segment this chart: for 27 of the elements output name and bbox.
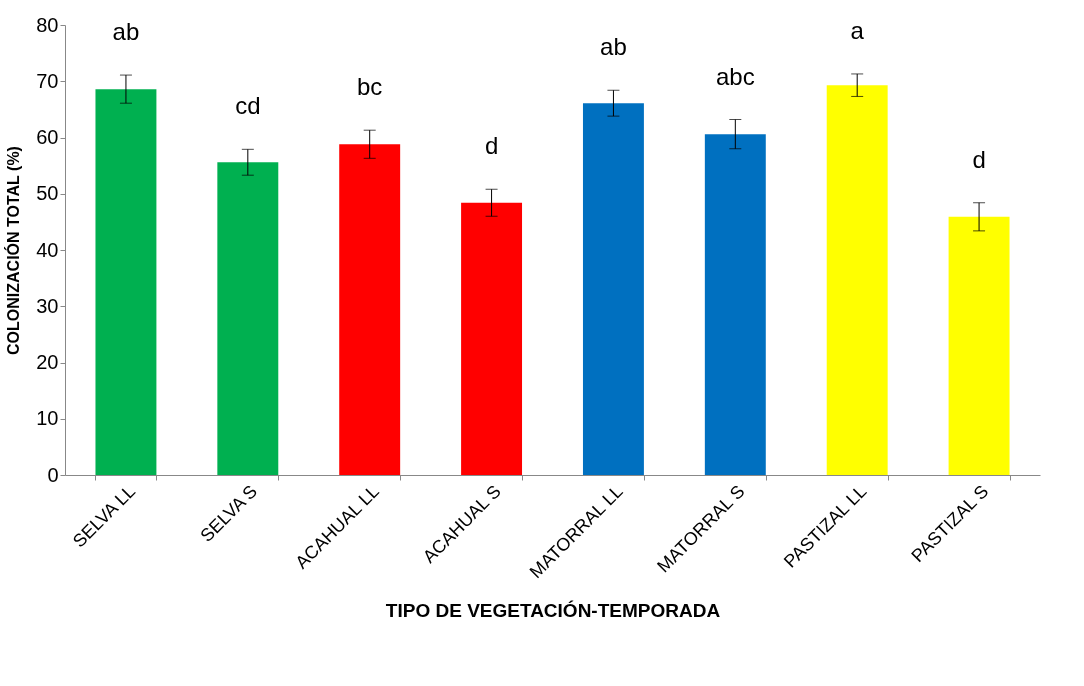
bar [339, 144, 401, 475]
y-tick-label: 10 [36, 407, 59, 430]
y-tick-label: 40 [36, 238, 59, 261]
y-tick-label: 80 [36, 13, 59, 36]
y-tick-label: 0 [47, 463, 59, 486]
annotation: ab [112, 18, 140, 46]
annotation: d [972, 145, 986, 173]
y-tick-label: 30 [36, 294, 59, 317]
y-tick-label: 20 [36, 351, 59, 373]
bar [217, 162, 279, 475]
y-tick-label: 60 [36, 126, 59, 148]
bar [948, 216, 1010, 475]
bar [95, 89, 157, 475]
bar [461, 202, 523, 475]
bar [826, 85, 888, 475]
annotation: abc [715, 62, 755, 90]
bar [582, 103, 644, 475]
y-axis-title: COLONIZACIÓN TOTAL (%) [4, 146, 23, 355]
bar [704, 134, 766, 475]
annotation: cd [235, 92, 261, 120]
x-axis-title: TIPO DE VEGETACIÓN-TEMPORADA [385, 600, 721, 622]
y-tick-label: 70 [36, 69, 59, 92]
y-tick-label: 50 [36, 182, 59, 205]
annotation: ab [600, 33, 627, 61]
annotation: a [850, 16, 865, 44]
annotation: bc [357, 73, 383, 101]
annotation: d [484, 132, 499, 160]
